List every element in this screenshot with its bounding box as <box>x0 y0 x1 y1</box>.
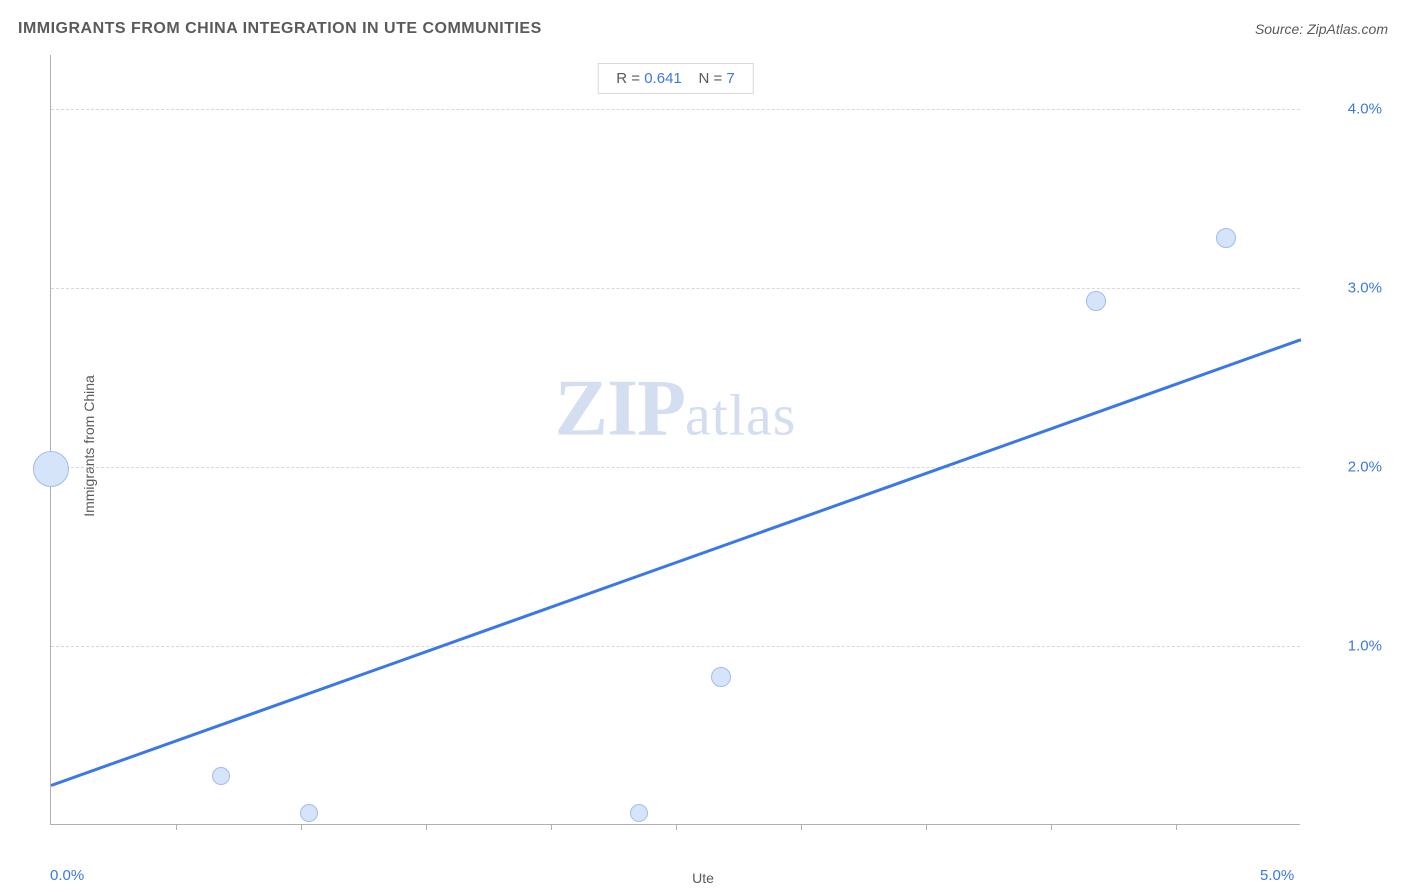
x-tick <box>926 824 927 830</box>
x-tick <box>1176 824 1177 830</box>
y-tick-label: 2.0% <box>1348 458 1382 475</box>
x-tick <box>301 824 302 830</box>
chart-title: IMMIGRANTS FROM CHINA INTEGRATION IN UTE… <box>18 20 542 38</box>
gridline <box>51 646 1300 647</box>
y-tick-label: 3.0% <box>1348 279 1382 296</box>
data-point <box>300 804 318 822</box>
gridline <box>51 467 1300 468</box>
x-tick <box>1051 824 1052 830</box>
x-tick <box>676 824 677 830</box>
trendline <box>51 338 1302 786</box>
gridline <box>51 288 1300 289</box>
data-point <box>1086 291 1106 311</box>
header: IMMIGRANTS FROM CHINA INTEGRATION IN UTE… <box>18 20 1388 38</box>
y-tick-label: 1.0% <box>1348 637 1382 654</box>
data-point <box>711 667 731 687</box>
watermark-zip: ZIP <box>555 364 685 452</box>
y-tick-label: 4.0% <box>1348 100 1382 117</box>
x-tick-label: 0.0% <box>50 867 84 884</box>
data-point <box>1216 228 1236 248</box>
data-point <box>630 804 648 822</box>
r-label: R = <box>616 70 640 87</box>
n-value: 7 <box>726 70 734 87</box>
data-point <box>33 451 69 487</box>
x-tick <box>426 824 427 830</box>
chart-plot-area: ZIPatlas R = 0.641 N = 7 <box>50 55 1300 825</box>
data-point <box>212 767 230 785</box>
gridline <box>51 109 1300 110</box>
stats-box: R = 0.641 N = 7 <box>597 63 753 94</box>
n-label: N = <box>698 70 722 87</box>
x-axis-label: Ute <box>692 870 714 886</box>
watermark: ZIPatlas <box>555 363 797 454</box>
watermark-atlas: atlas <box>685 382 796 447</box>
x-tick-label: 5.0% <box>1260 867 1294 884</box>
source-label: Source: ZipAtlas.com <box>1255 21 1388 37</box>
x-tick <box>176 824 177 830</box>
r-value: 0.641 <box>644 70 682 87</box>
x-tick <box>551 824 552 830</box>
x-tick <box>801 824 802 830</box>
